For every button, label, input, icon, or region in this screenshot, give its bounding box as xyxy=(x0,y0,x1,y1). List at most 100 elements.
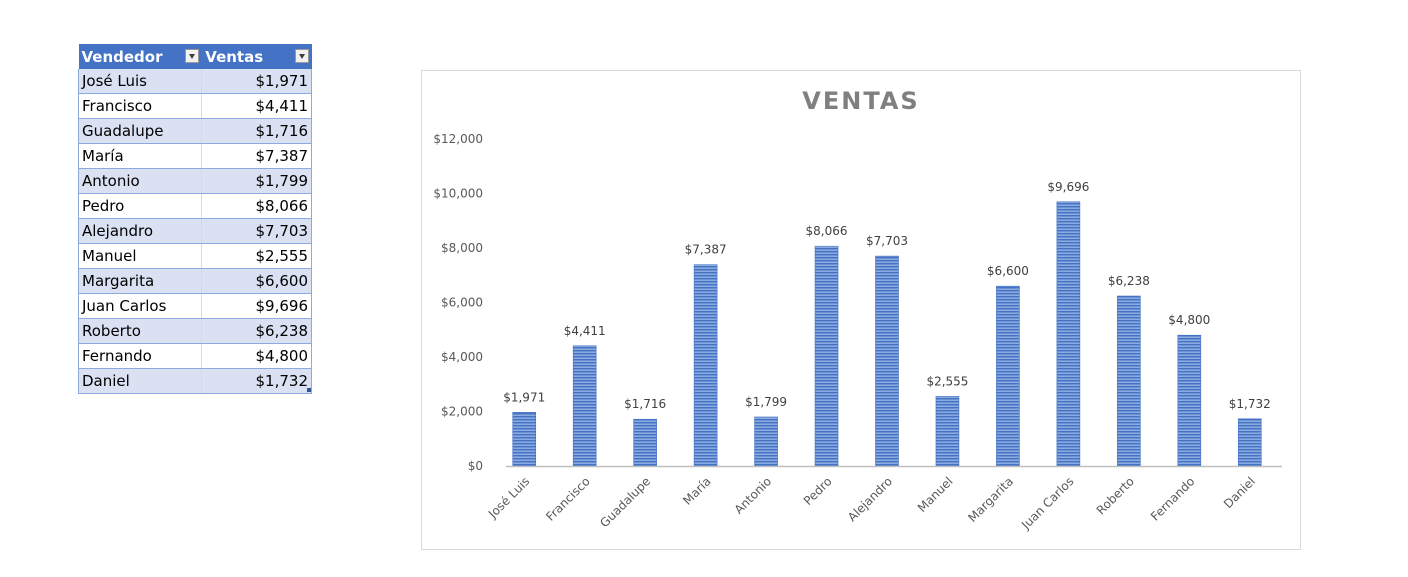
x-category-label: Margarita xyxy=(965,474,1016,525)
bar-data-label: $1,971 xyxy=(503,390,545,404)
header-vendedor-label: Vendedor xyxy=(81,47,163,66)
cell-ventas[interactable]: $6,238 xyxy=(201,318,312,344)
cell-vendedor[interactable]: Pedro xyxy=(77,193,203,219)
bar-data-label: $1,799 xyxy=(745,395,787,409)
x-category-label: Fernando xyxy=(1148,474,1197,523)
x-category-label: María xyxy=(680,474,713,507)
table-row: Manuel $2,555 xyxy=(77,243,312,269)
cell-vendedor[interactable]: Guadalupe xyxy=(77,118,203,144)
cell-vendedor[interactable]: María xyxy=(77,143,203,169)
cell-vendedor[interactable]: José Luis xyxy=(77,69,203,94)
bar[interactable] xyxy=(1117,295,1141,467)
bar-data-label: $4,411 xyxy=(564,324,606,338)
bar[interactable] xyxy=(512,411,537,467)
x-category-label: Juan Carlos xyxy=(1018,474,1076,532)
cell-vendedor[interactable]: Juan Carlos xyxy=(77,293,203,319)
chart-area[interactable]: VENTAS $0 $2,000 $4,000 $6,000 $8,000 $10,000… xyxy=(421,70,1301,550)
x-category-label: Antonio xyxy=(732,474,775,517)
x-category-label: Manuel xyxy=(915,474,956,515)
bar[interactable] xyxy=(633,418,657,467)
cell-vendedor[interactable]: Fernando xyxy=(77,343,203,369)
cell-ventas[interactable]: $4,800 xyxy=(201,343,312,369)
cell-ventas[interactable]: $6,600 xyxy=(201,268,312,294)
header-vendedor[interactable]: Vendedor xyxy=(78,44,203,69)
bar-data-label: $1,732 xyxy=(1229,397,1271,411)
cell-ventas[interactable]: $1,716 xyxy=(201,118,312,144)
cell-ventas[interactable]: $1,799 xyxy=(201,168,312,194)
y-tick-label: $4,000 xyxy=(441,350,483,364)
table-resize-handle[interactable] xyxy=(307,388,311,392)
bar-data-label: $9,696 xyxy=(1047,180,1089,194)
cell-vendedor[interactable]: Francisco xyxy=(77,93,203,119)
table-row: Daniel $1,732 xyxy=(77,368,312,394)
bar-data-label: $4,800 xyxy=(1168,313,1210,327)
table-row: Margarita $6,600 xyxy=(77,268,312,294)
table-row: José Luis $1,971 xyxy=(77,69,312,94)
table-row: Francisco $4,411 xyxy=(77,93,312,119)
chart-svg: $0 $2,000 $4,000 $6,000 $8,000 $10,000 $12,000… xyxy=(433,132,1282,533)
table-row: Pedro $8,066 xyxy=(77,193,312,219)
bar[interactable] xyxy=(572,345,597,467)
cell-vendedor[interactable]: Daniel xyxy=(77,368,203,394)
x-category-label: Roberto xyxy=(1094,474,1137,517)
x-category-label: José Luis xyxy=(485,474,532,521)
table-row: Alejandro $7,703 xyxy=(77,218,312,244)
cell-ventas[interactable]: $8,066 xyxy=(201,193,312,219)
y-tick-label: $2,000 xyxy=(441,405,483,419)
bar[interactable] xyxy=(935,396,960,467)
bar-data-label: $1,716 xyxy=(624,397,666,411)
filter-dropdown-icon[interactable] xyxy=(295,49,309,63)
bar[interactable] xyxy=(754,416,778,467)
y-tick-label: $8,000 xyxy=(441,241,483,255)
data-labels: $1,971 $4,411 $1,716 $7,387 $1,799 $8,066 $7,7… xyxy=(503,180,1271,411)
x-category-label: Pedro xyxy=(801,474,835,508)
bar-data-label: $7,703 xyxy=(866,234,908,248)
y-tick-label: $0 xyxy=(468,459,483,473)
table-row: Guadalupe $1,716 xyxy=(77,118,312,144)
bar[interactable] xyxy=(875,255,899,467)
cell-ventas[interactable]: $9,696 xyxy=(201,293,312,319)
bar-data-label: $6,238 xyxy=(1108,274,1150,288)
cell-ventas[interactable]: $2,555 xyxy=(201,243,312,269)
bar-data-label: $7,387 xyxy=(685,243,727,257)
x-axis-labels: José Luis Francisco Guadalupe María Antonio P… xyxy=(485,474,1258,532)
cell-vendedor[interactable]: Margarita xyxy=(77,268,203,294)
bar[interactable] xyxy=(1177,334,1202,467)
bars xyxy=(512,201,1262,467)
table-row: Antonio $1,799 xyxy=(77,168,312,194)
cell-vendedor[interactable]: Antonio xyxy=(77,168,203,194)
header-ventas-label: Ventas xyxy=(205,47,264,66)
bar[interactable] xyxy=(814,245,839,467)
x-category-label: Guadalupe xyxy=(597,474,653,530)
bar[interactable] xyxy=(1056,201,1081,467)
cell-ventas[interactable]: $1,732 xyxy=(201,368,312,394)
y-tick-label: $10,000 xyxy=(433,187,483,201)
bar-data-label: $8,066 xyxy=(806,224,848,238)
y-tick-label: $6,000 xyxy=(441,296,483,310)
filter-dropdown-icon[interactable] xyxy=(185,49,200,63)
bar-data-label: $6,600 xyxy=(987,264,1029,278)
header-ventas[interactable]: Ventas xyxy=(201,44,312,69)
bar[interactable] xyxy=(693,264,718,467)
sales-table[interactable]: Vendedor Ventas José Luis $1,971 Francisco… xyxy=(77,44,312,394)
cell-vendedor[interactable]: Roberto xyxy=(77,318,203,344)
x-category-label: Daniel xyxy=(1221,474,1258,511)
table-row: Fernando $4,800 xyxy=(77,343,312,369)
bar[interactable] xyxy=(1237,418,1262,467)
bar[interactable] xyxy=(996,285,1020,467)
cell-ventas[interactable]: $7,703 xyxy=(201,218,312,244)
bar-data-label: $2,555 xyxy=(926,374,968,388)
cell-vendedor[interactable]: Manuel xyxy=(77,243,203,269)
table-body: José Luis $1,971 Francisco $4,411 Guadalupe $… xyxy=(77,69,312,394)
cell-ventas[interactable]: $1,971 xyxy=(201,69,312,94)
table-row: Roberto $6,238 xyxy=(77,318,312,344)
cell-vendedor[interactable]: Alejandro xyxy=(77,218,203,244)
cell-ventas[interactable]: $4,411 xyxy=(201,93,312,119)
table-row: María $7,387 xyxy=(77,143,312,169)
table-row: Juan Carlos $9,696 xyxy=(77,293,312,319)
chart-title: VENTAS xyxy=(802,87,920,115)
x-category-label: Alejandro xyxy=(845,474,895,524)
y-axis-labels: $0 $2,000 $4,000 $6,000 $8,000 $10,000 $12,000 xyxy=(433,132,483,473)
cell-ventas[interactable]: $7,387 xyxy=(201,143,312,169)
